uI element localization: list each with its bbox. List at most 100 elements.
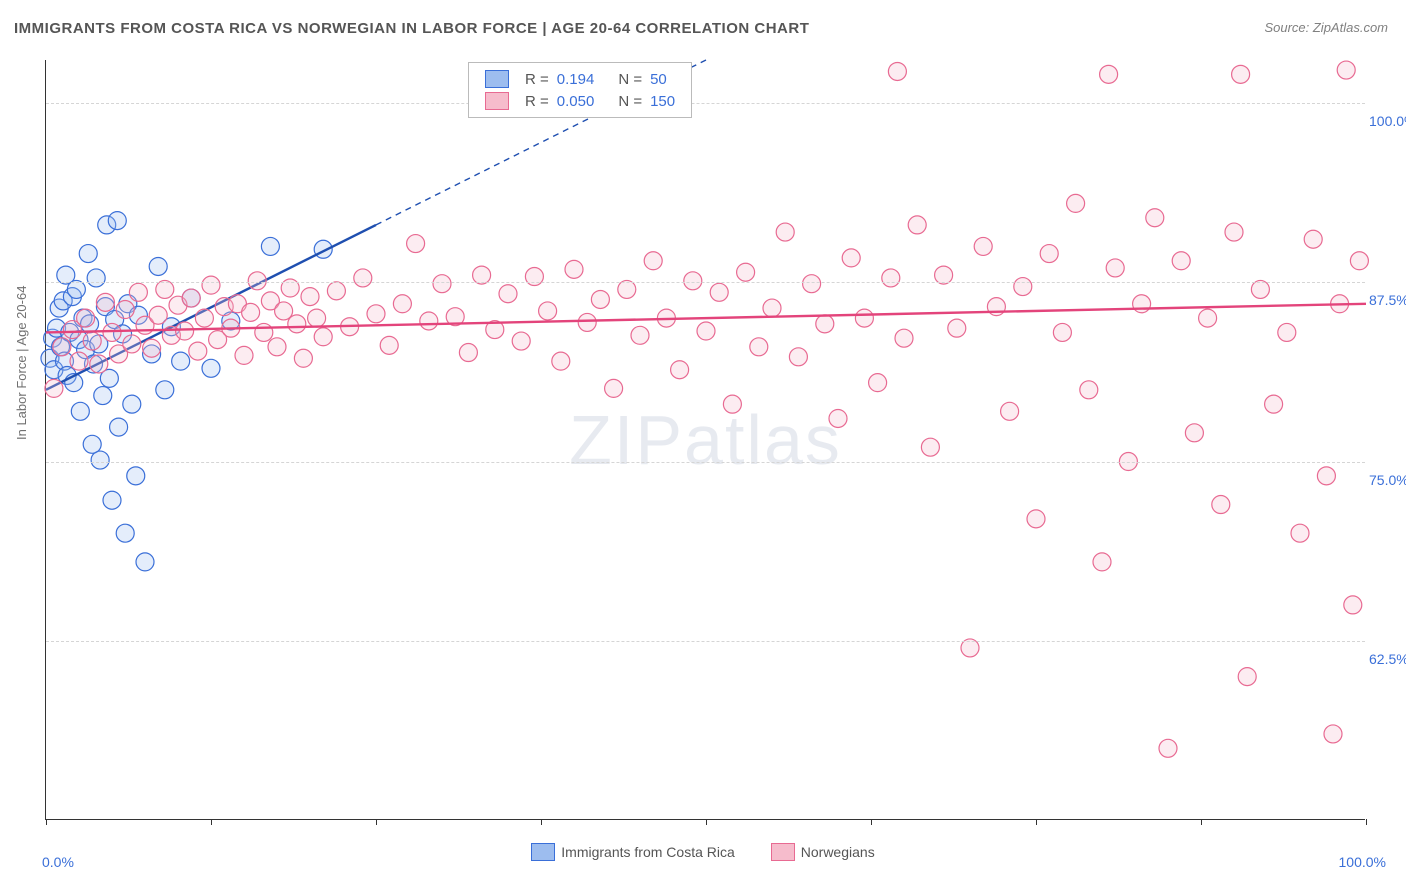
legend-r-label: R = — [521, 91, 553, 111]
x-tick — [541, 819, 542, 825]
scatter-point-norwegians — [235, 346, 253, 364]
scatter-point-norwegians — [1027, 510, 1045, 528]
scatter-point-costa_rica — [79, 245, 97, 263]
legend-r-label: R = — [521, 69, 553, 89]
scatter-point-norwegians — [116, 301, 134, 319]
gridline-h — [46, 282, 1365, 283]
scatter-point-norwegians — [103, 323, 121, 341]
scatter-point-norwegians — [1265, 395, 1283, 413]
scatter-point-norwegians — [1304, 230, 1322, 248]
scatter-point-norwegians — [255, 323, 273, 341]
scatter-point-norwegians — [1232, 65, 1250, 83]
scatter-point-norwegians — [294, 349, 312, 367]
scatter-point-costa_rica — [261, 237, 279, 255]
legend-r-value: 0.194 — [555, 69, 613, 89]
scatter-point-norwegians — [129, 283, 147, 301]
scatter-point-norwegians — [268, 338, 286, 356]
scatter-point-costa_rica — [94, 387, 112, 405]
scatter-point-costa_rica — [103, 491, 121, 509]
scatter-point-costa_rica — [110, 418, 128, 436]
scatter-point-costa_rica — [149, 257, 167, 275]
scatter-point-norwegians — [1053, 323, 1071, 341]
scatter-point-costa_rica — [83, 435, 101, 453]
scatter-point-norwegians — [578, 313, 596, 331]
x-tick — [1201, 819, 1202, 825]
legend-correlation-row: R =0.050N =150 — [481, 91, 679, 111]
scatter-point-norwegians — [1093, 553, 1111, 571]
scatter-point-norwegians — [248, 272, 266, 290]
scatter-point-norwegians — [182, 289, 200, 307]
legend-series-item: Immigrants from Costa Rica — [531, 843, 734, 861]
scatter-point-norwegians — [1317, 467, 1335, 485]
scatter-point-norwegians — [499, 285, 517, 303]
scatter-point-norwegians — [888, 62, 906, 80]
scatter-point-norwegians — [1350, 252, 1368, 270]
scatter-point-norwegians — [921, 438, 939, 456]
scatter-point-norwegians — [242, 303, 260, 321]
scatter-point-norwegians — [407, 235, 425, 253]
scatter-point-norwegians — [1001, 402, 1019, 420]
scatter-point-norwegians — [380, 336, 398, 354]
scatter-point-norwegians — [1225, 223, 1243, 241]
legend-n-value: 150 — [648, 91, 679, 111]
scatter-point-costa_rica — [91, 451, 109, 469]
scatter-point-norwegians — [1100, 65, 1118, 83]
scatter-point-norwegians — [671, 361, 689, 379]
legend-n-label: N = — [614, 69, 646, 89]
legend-series-label: Norwegians — [801, 844, 875, 860]
scatter-point-norwegians — [908, 216, 926, 234]
x-tick — [46, 819, 47, 825]
scatter-point-costa_rica — [172, 352, 190, 370]
scatter-point-norwegians — [195, 309, 213, 327]
scatter-point-norwegians — [367, 305, 385, 323]
scatter-point-norwegians — [96, 293, 114, 311]
x-tick — [211, 819, 212, 825]
x-tick — [706, 819, 707, 825]
legend-swatch — [485, 92, 509, 110]
scatter-point-costa_rica — [156, 381, 174, 399]
scatter-point-norwegians — [539, 302, 557, 320]
plot-svg — [46, 60, 1365, 819]
scatter-point-norwegians — [189, 342, 207, 360]
legend-swatch — [531, 843, 555, 861]
scatter-point-norwegians — [1080, 381, 1098, 399]
scatter-point-norwegians — [869, 374, 887, 392]
legend-n-label: N = — [614, 91, 646, 111]
scatter-point-norwegians — [974, 237, 992, 255]
gridline-h — [46, 641, 1365, 642]
gridline-h — [46, 103, 1365, 104]
chart-container: IMMIGRANTS FROM COSTA RICA VS NORWEGIAN … — [0, 0, 1406, 892]
x-tick-label-min: 0.0% — [42, 854, 74, 870]
scatter-point-costa_rica — [71, 402, 89, 420]
legend-n-value: 50 — [648, 69, 679, 89]
scatter-point-norwegians — [882, 269, 900, 287]
scatter-point-norwegians — [697, 322, 715, 340]
scatter-point-norwegians — [1106, 259, 1124, 277]
scatter-point-norwegians — [1159, 739, 1177, 757]
scatter-point-norwegians — [53, 338, 71, 356]
scatter-point-costa_rica — [202, 359, 220, 377]
scatter-point-norwegians — [1278, 323, 1296, 341]
scatter-point-norwegians — [459, 344, 477, 362]
scatter-point-costa_rica — [123, 395, 141, 413]
scatter-point-norwegians — [308, 309, 326, 327]
scatter-point-norwegians — [803, 275, 821, 293]
scatter-point-norwegians — [45, 379, 63, 397]
scatter-point-norwegians — [176, 322, 194, 340]
scatter-point-norwegians — [433, 275, 451, 293]
y-tick-label: 75.0% — [1369, 472, 1406, 488]
scatter-point-norwegians — [327, 282, 345, 300]
scatter-point-norwegians — [776, 223, 794, 241]
legend-series-item: Norwegians — [771, 843, 875, 861]
scatter-point-norwegians — [314, 328, 332, 346]
scatter-point-norwegians — [149, 306, 167, 324]
source-label: Source: ZipAtlas.com — [1264, 20, 1388, 35]
legend-series: Immigrants from Costa Rica Norwegians — [0, 843, 1406, 864]
legend-series-label: Immigrants from Costa Rica — [561, 844, 734, 860]
y-tick-label: 62.5% — [1369, 651, 1406, 667]
x-tick — [376, 819, 377, 825]
scatter-point-costa_rica — [87, 269, 105, 287]
scatter-point-norwegians — [750, 338, 768, 356]
scatter-point-norwegians — [789, 348, 807, 366]
scatter-point-norwegians — [1344, 596, 1362, 614]
